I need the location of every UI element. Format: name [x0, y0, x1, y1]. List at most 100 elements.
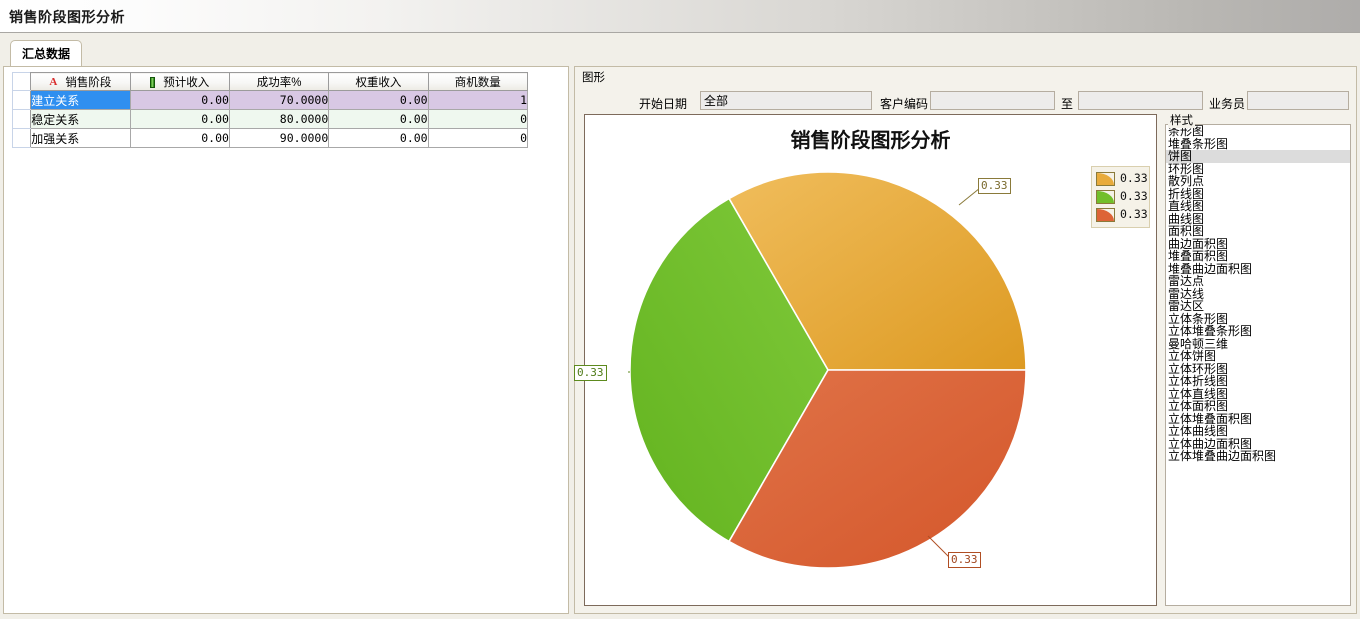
style-item-3d-stacked-area[interactable]: 立体堆叠面积图	[1168, 411, 1253, 426]
pie-slice-3[interactable]	[727, 369, 1027, 569]
pie-chart[interactable]: 0.33 0.33 0.33	[574, 170, 1048, 590]
style-item-scatter[interactable]: 散列点	[1168, 174, 1205, 188]
style-group: 样式 条形图 堆叠条形图 饼图 环形图 散列点 折线图 直线图 曲线图 面积图 …	[1165, 112, 1351, 606]
column-header-label: 权重收入	[355, 76, 402, 89]
start-date-label: 开始日期	[639, 97, 688, 111]
graph-filter-row: 开始日期 客户编码 至 业务员	[575, 89, 1358, 115]
tab-label: 汇总数据	[22, 47, 71, 61]
style-item-stacked-area[interactable]: 堆叠面积图	[1168, 249, 1229, 263]
cell-success-rate[interactable]: 70.0000	[228, 90, 330, 110]
column-header-weighted-income[interactable]: 权重收入	[328, 72, 429, 91]
red-A-icon: A	[49, 76, 58, 89]
column-header-sales-stage[interactable]: A 销售阶段	[30, 72, 131, 91]
style-item-3d-spline-area[interactable]: 立体曲边面积图	[1168, 436, 1253, 451]
legend-item[interactable]: 0.33	[1096, 170, 1148, 188]
style-item-polyline[interactable]: 折线图	[1168, 186, 1205, 201]
chart-title: 销售阶段图形分析	[790, 130, 951, 152]
style-item-area[interactable]: 面积图	[1168, 224, 1205, 238]
row-selector-cell[interactable]	[11, 109, 32, 129]
customer-code-input[interactable]	[930, 91, 1055, 110]
style-item-3d-line[interactable]: 立体直线图	[1168, 386, 1229, 401]
tab-summary-data[interactable]: 汇总数据	[10, 40, 83, 66]
style-item-3d-stacked-spline-area[interactable]: 立体堆叠曲边面积图	[1168, 449, 1277, 463]
cell-sales-stage[interactable]: 稳定关系	[30, 109, 131, 129]
legend-swatch-icon	[1096, 190, 1115, 204]
style-item-stacked-spline-area[interactable]: 堆叠曲边面积图	[1168, 261, 1253, 276]
legend-item[interactable]: 0.33	[1096, 188, 1148, 206]
graph-panel: 图形 开始日期 客户编码 至 业务员 销售阶段图形分析	[574, 66, 1357, 614]
cell-expected-income[interactable]: 0.00	[129, 128, 230, 148]
start-date-input[interactable]	[700, 91, 872, 110]
style-item-donut[interactable]: 环形图	[1168, 161, 1205, 176]
data-label-slice-3: 0.33	[948, 552, 981, 568]
legend-swatch-icon	[1096, 172, 1115, 186]
row-selector-cell[interactable]	[11, 128, 32, 148]
customer-code-label: 客户编码	[880, 97, 929, 111]
row-selector-cell[interactable]	[11, 90, 32, 110]
cell-sales-stage[interactable]: 建立关系	[30, 90, 131, 110]
cell-opportunity-count[interactable]: 1	[427, 90, 529, 110]
cell-success-rate[interactable]: 90.0000	[228, 128, 330, 148]
legend-label: 0.33	[1120, 189, 1148, 203]
style-item-bar[interactable]: 条形图	[1168, 124, 1205, 138]
page-title: 销售阶段图形分析	[9, 9, 125, 25]
to-date-input[interactable]	[1078, 91, 1203, 110]
column-header-label: 销售阶段	[65, 76, 112, 89]
style-item-stacked-bar[interactable]: 堆叠条形图	[1168, 136, 1229, 151]
salesperson-label: 业务员	[1209, 97, 1246, 111]
legend-label: 0.33	[1120, 171, 1148, 185]
chart-canvas[interactable]: 销售阶段图形分析	[574, 114, 1157, 606]
chart-legend[interactable]: 0.33 0.33 0.33	[1091, 166, 1150, 228]
style-group-label: 样式	[1168, 112, 1195, 128]
style-item-radar-area[interactable]: 雷达区	[1168, 299, 1205, 313]
cell-weighted-income[interactable]: 0.00	[328, 128, 429, 148]
style-item-line[interactable]: 直线图	[1168, 199, 1205, 213]
summary-data-table[interactable]: A 销售阶段 预计收入 成功率% 权重收入 商机数量 建立关系	[11, 72, 529, 148]
cell-expected-income[interactable]: 0.00	[129, 90, 230, 110]
column-header-label: 成功率%	[256, 76, 302, 89]
to-label: 至	[1061, 97, 1074, 111]
legend-item[interactable]: 0.33	[1096, 206, 1148, 224]
graph-group-label: 图形	[580, 69, 607, 85]
column-header-success-rate[interactable]: 成功率%	[228, 72, 330, 91]
style-item-curve[interactable]: 曲线图	[1168, 211, 1205, 226]
legend-label: 0.33	[1120, 207, 1148, 221]
table-row[interactable]: 建立关系 0.00 70.0000 0.00 1	[11, 90, 529, 110]
style-item-3d-bar[interactable]: 立体条形图	[1168, 311, 1229, 326]
cell-opportunity-count[interactable]: 0	[427, 109, 529, 129]
tab-strip: 汇总数据	[0, 34, 1360, 66]
salesperson-input[interactable]	[1247, 91, 1349, 110]
style-item-spline-area[interactable]: 曲边面积图	[1168, 236, 1229, 251]
style-item-3d-area[interactable]: 立体面积图	[1168, 399, 1229, 413]
style-item-3d-pie[interactable]: 立体饼图	[1168, 349, 1217, 363]
style-item-3d-donut[interactable]: 立体环形图	[1168, 361, 1229, 376]
cell-success-rate[interactable]: 80.0000	[228, 109, 330, 129]
column-header-label: 预计收入	[163, 76, 210, 89]
cell-sales-stage[interactable]: 加强关系	[30, 128, 131, 148]
table-row[interactable]: 稳定关系 0.00 80.0000 0.00 0	[11, 109, 529, 129]
style-item-3d-curve[interactable]: 立体曲线图	[1168, 424, 1229, 438]
data-label-slice-1: 0.33	[978, 178, 1011, 194]
cell-weighted-income[interactable]: 0.00	[328, 90, 429, 110]
green-bar-icon	[150, 76, 156, 88]
style-item-manhattan-3d[interactable]: 曼哈顿三维	[1168, 336, 1229, 351]
table-header-row: A 销售阶段 预计收入 成功率% 权重收入 商机数量	[11, 72, 529, 91]
column-header-opportunity-count[interactable]: 商机数量	[427, 72, 529, 91]
cell-opportunity-count[interactable]: 0	[427, 128, 529, 148]
pie-slices[interactable]	[628, 170, 1028, 570]
style-listbox[interactable]: 条形图 堆叠条形图 饼图 环形图 散列点 折线图 直线图 曲线图 面积图 曲边面…	[1165, 124, 1351, 606]
summary-data-panel: A 销售阶段 预计收入 成功率% 权重收入 商机数量 建立关系	[3, 66, 569, 614]
cell-weighted-income[interactable]: 0.00	[328, 109, 429, 129]
row-selector-header[interactable]	[11, 72, 32, 91]
style-item-pie[interactable]: 饼图	[1166, 150, 1350, 163]
column-header-label: 商机数量	[454, 76, 501, 89]
column-header-expected-income[interactable]: 预计收入	[129, 72, 230, 91]
style-item-radar-line[interactable]: 雷达线	[1168, 286, 1205, 301]
cell-expected-income[interactable]: 0.00	[129, 109, 230, 129]
style-item-3d-stacked-bar[interactable]: 立体堆叠条形图	[1168, 324, 1253, 338]
pie-slice-1[interactable]	[727, 171, 1027, 371]
window-titlebar: 销售阶段图形分析	[0, 0, 1360, 33]
table-row[interactable]: 加强关系 0.00 90.0000 0.00 0	[11, 128, 529, 148]
style-item-3d-polyline[interactable]: 立体折线图	[1168, 374, 1229, 388]
style-item-radar-point[interactable]: 雷达点	[1168, 274, 1205, 288]
